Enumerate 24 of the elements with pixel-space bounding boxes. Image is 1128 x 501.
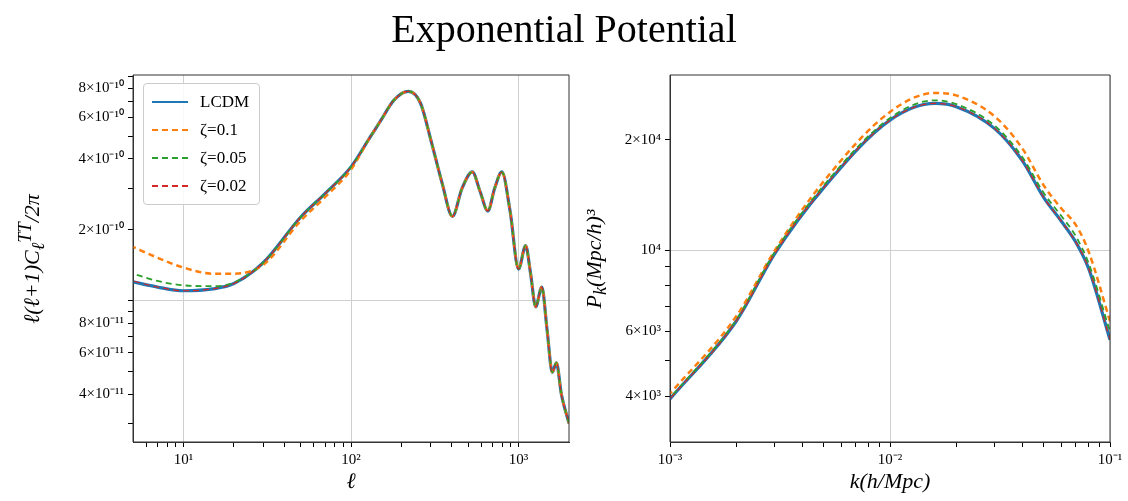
x-tick-label: 10¹ [173,450,194,467]
y-tick-label: 6×10³ [625,322,662,339]
y-tick-label: 10⁴ [640,241,661,258]
y-tick-label: 6×10⁻¹¹ [79,343,124,360]
x-tick-label: 10² [341,450,362,467]
x-tick-label: 10⁻³ [657,450,683,467]
x-tick-label: 10⁻² [877,450,903,467]
x-axis-title: ℓ [346,468,356,494]
chart-title: Exponential Potential [390,5,738,53]
y-tick-label: 2×10⁻¹⁰ [78,220,124,237]
legend-label: ζ=0.1 [200,120,238,140]
y-tick-label: 4×10³ [625,387,662,404]
legend-label: LCDM [200,92,250,112]
y-tick-label: 8×10⁻¹¹ [79,314,124,331]
y-tick-label: 4×10⁻¹⁰ [78,149,124,166]
y-tick-label: 2×10⁴ [624,130,661,147]
legend-label: ζ=0.05 [200,148,247,168]
x-axis-title: k(h/Mpc) [849,468,931,494]
y-tick-label: 6×10⁻¹⁰ [78,108,124,125]
x-tick-label: 10⁻¹ [1097,450,1123,467]
y-tick-label: 4×10⁻¹¹ [79,384,124,401]
y-tick-label: 8×10⁻¹⁰ [78,79,124,96]
x-tick-label: 10³ [508,450,529,467]
legend-label: ζ=0.02 [200,176,247,196]
